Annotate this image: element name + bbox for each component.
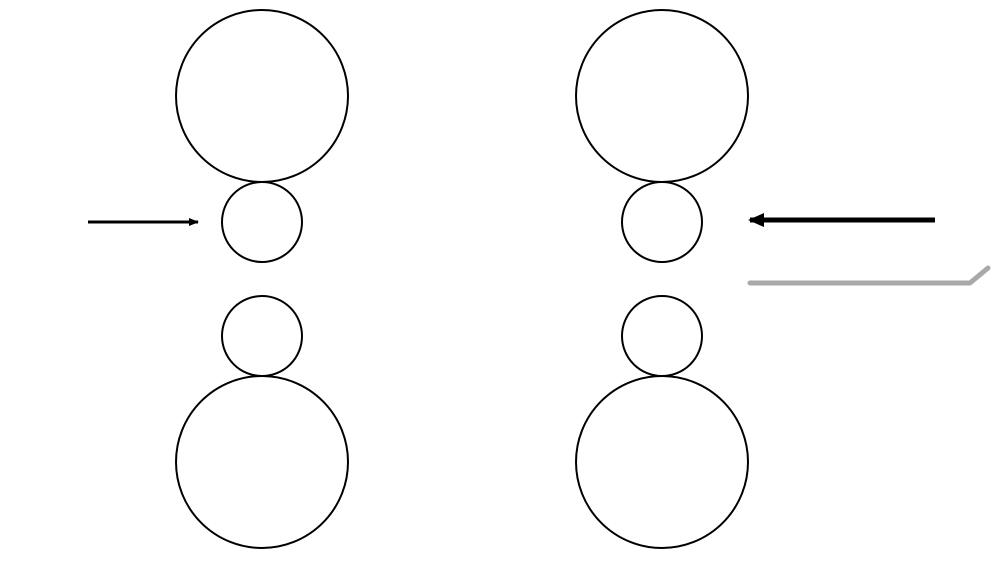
roller-circle [222, 182, 302, 262]
diagram-svg [0, 0, 1000, 574]
roller-circle [176, 376, 348, 548]
roller-diagram [0, 0, 1000, 574]
roller-circle [176, 10, 348, 182]
strips-layer [750, 268, 988, 283]
circles-layer [176, 10, 748, 548]
arrows-layer [88, 220, 935, 222]
roller-circle [222, 296, 302, 376]
feed-strip [750, 268, 988, 283]
roller-circle [576, 376, 748, 548]
roller-circle [576, 10, 748, 182]
roller-circle [622, 182, 702, 262]
roller-circle [622, 296, 702, 376]
